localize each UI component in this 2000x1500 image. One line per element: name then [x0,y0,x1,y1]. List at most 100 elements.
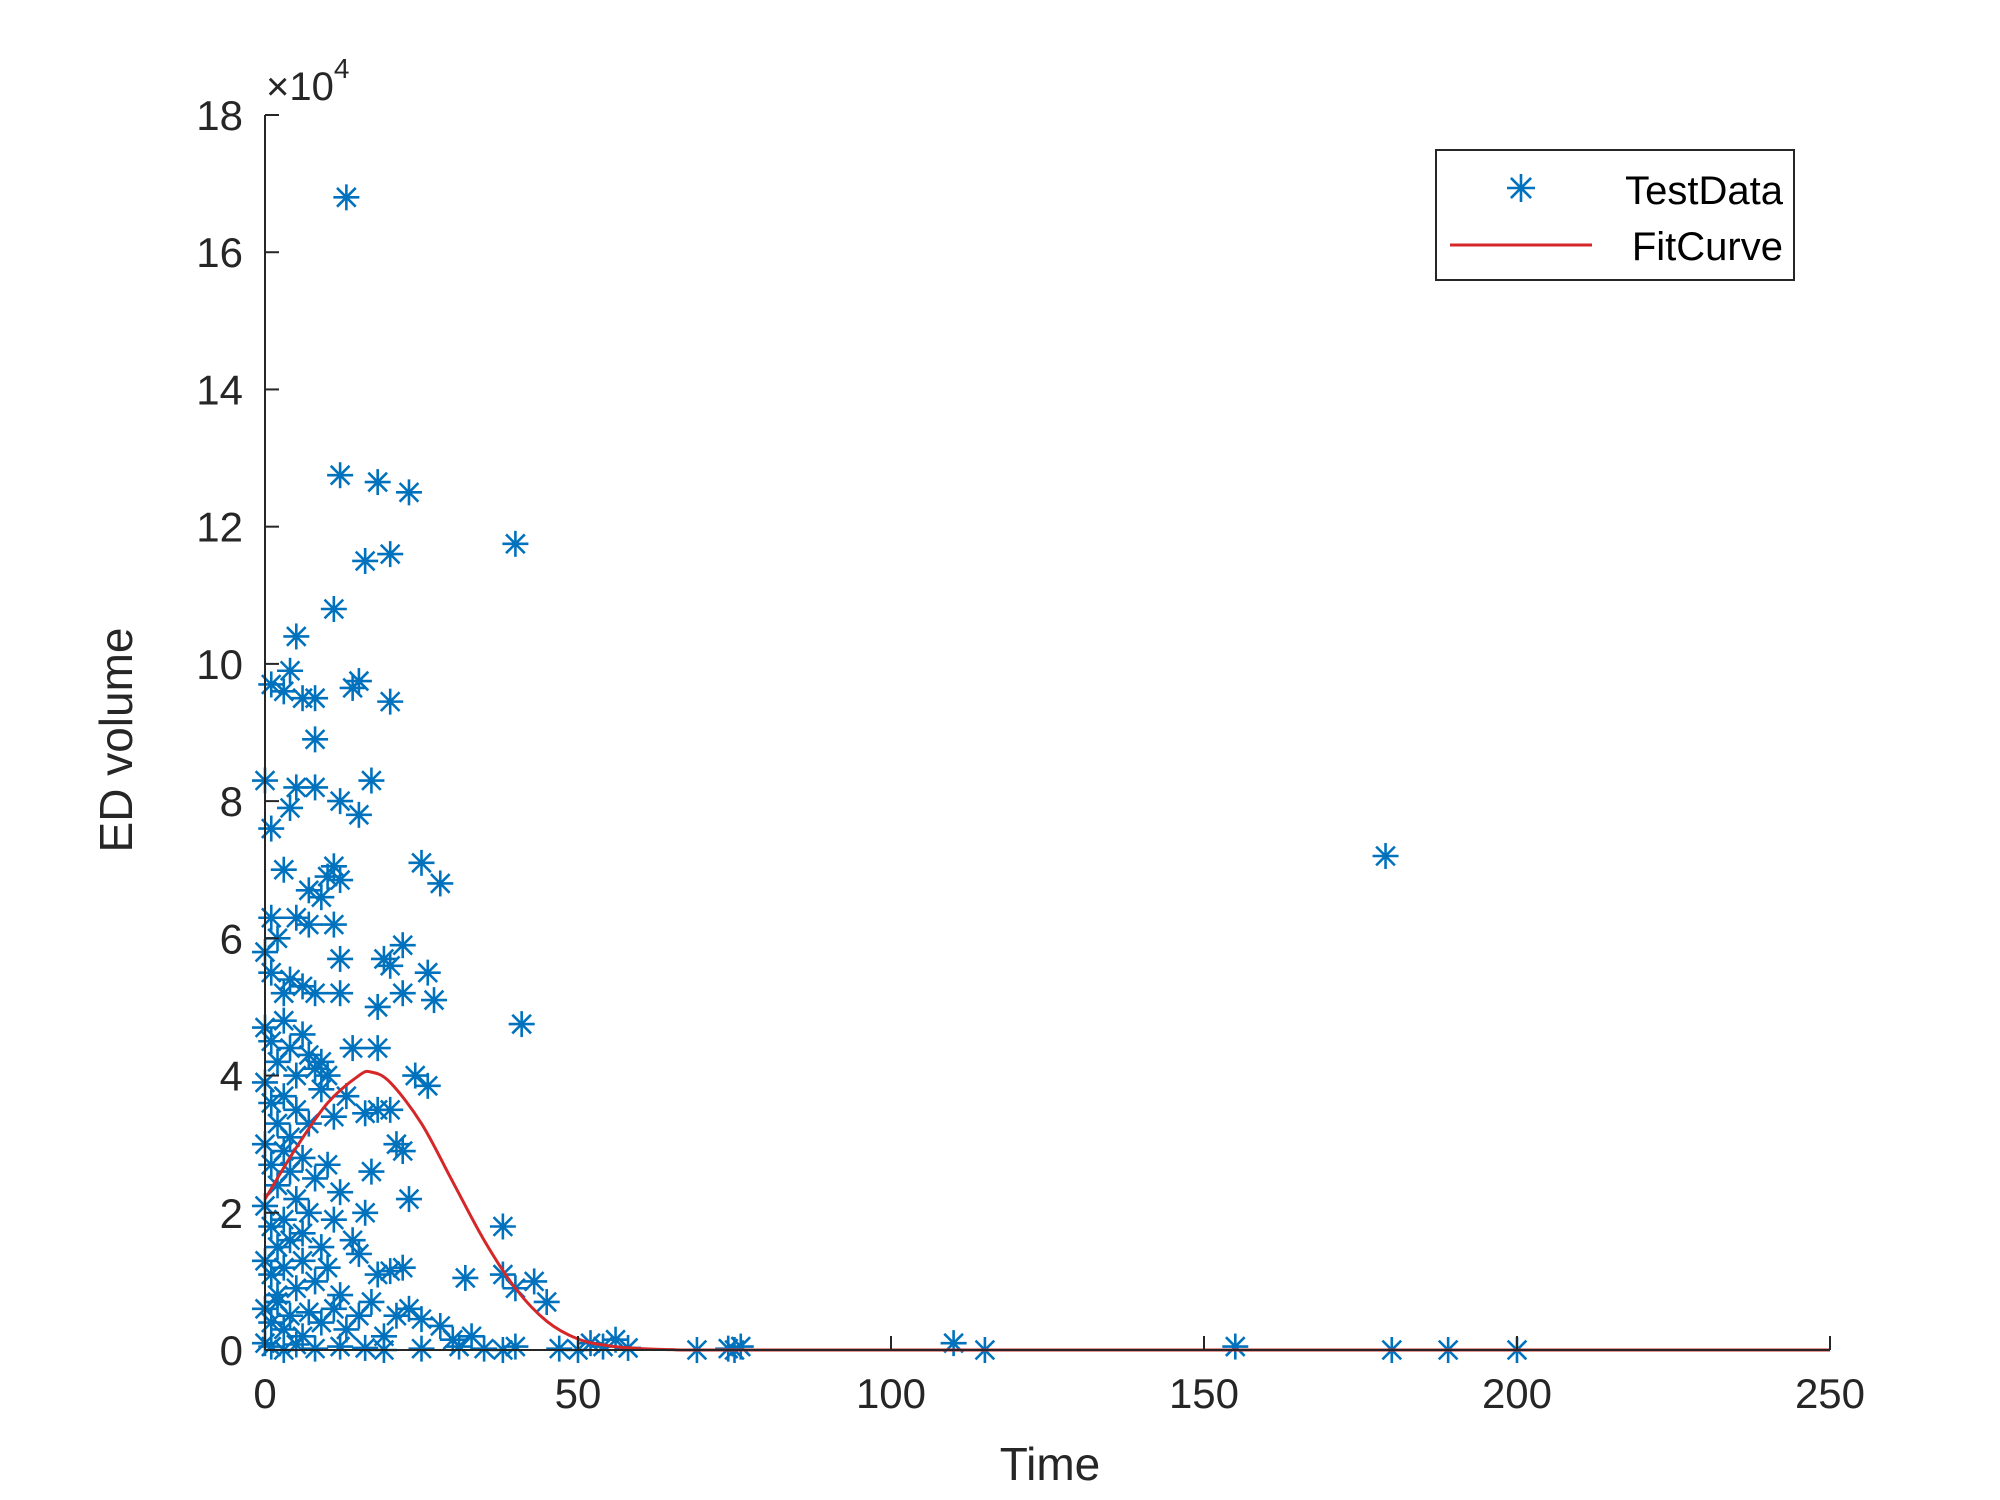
y-tick-label: 4 [220,1053,243,1100]
testdata-point [270,856,297,883]
testdata-point [389,932,416,959]
testdata-point [258,1028,285,1055]
testdata-point [395,1186,422,1213]
testdata-point [320,596,347,622]
y-tick-label: 10 [196,641,243,688]
testdata-point [302,685,329,712]
testdata-point [277,794,304,821]
testdata-point [521,1268,548,1295]
testdata-point [408,849,435,876]
testdata-point [320,1103,347,1130]
testdata-point [427,870,454,897]
testdata-point [489,1213,516,1240]
testdata-point [327,788,354,815]
testdata-point [302,774,329,801]
testdata-point [364,993,391,1020]
testdata-point [352,547,379,574]
testdata-point [345,668,372,695]
testdata-point [277,1302,304,1329]
y-tick-label: 18 [196,92,243,139]
testdata-point [289,1247,316,1274]
testdata-point [333,1083,360,1110]
testdata-point [320,911,347,938]
testdata-point [302,726,329,753]
x-tick-label: 0 [253,1370,276,1417]
testdata-point [289,1220,316,1247]
testdata-point [1372,843,1399,869]
y-tick-label: 16 [196,229,243,276]
testdata-point [421,987,448,1014]
testdata-point [302,1165,329,1192]
y-tick-label: 6 [220,915,243,962]
testdata-point [502,530,529,557]
testdata-point [402,1062,429,1089]
testdata-point [414,1072,441,1099]
testdata-point [283,1062,310,1089]
testdata-point [333,184,360,211]
testdata-point [264,1110,291,1137]
testdata-point [264,1048,291,1075]
y-tick-label: 0 [220,1327,243,1374]
testdata-point [327,945,354,972]
plot-marks [252,184,1830,1363]
y-tick-label: 12 [196,504,243,551]
legend-testdata-label: TestData [1625,169,1784,213]
testdata-point [727,1333,754,1360]
y-tick-label: 8 [220,778,243,825]
y-exponent-base: ×10 [266,65,334,109]
testdata-point [289,1144,316,1171]
legend-testdata-marker-icon [1507,174,1535,202]
testdata-point [358,1158,385,1185]
testdata-point [352,1199,379,1226]
testdata-point [327,867,354,894]
x-tick-label: 100 [856,1370,926,1417]
legend-asterisk [1507,174,1535,202]
testdata-point [377,952,404,979]
x-tick-label: 250 [1795,1370,1865,1417]
testdata-point [270,678,297,705]
testdata-point [345,1240,372,1267]
testdata-point [395,479,422,506]
testdata-point [327,1179,354,1206]
testdata-point [389,980,416,1007]
testdata-point [377,1096,404,1123]
legend: TestData FitCurve [1435,149,1795,281]
testdata-point [314,1254,341,1281]
y-exponent-label: ×104 [266,53,349,109]
y-exponent-power: 4 [334,53,350,84]
testdata-point [508,1011,535,1038]
testdata-point [533,1288,560,1315]
testdata-point [383,1302,410,1329]
testdata-point [270,1007,297,1034]
testdata-point [283,1275,310,1302]
testdata-point [289,1021,316,1048]
testdata-point [295,1299,322,1326]
testdata-point [546,1335,573,1362]
testdata-point [446,1333,473,1360]
testdata-point [277,657,304,684]
testdata-point [389,1138,416,1165]
testdata-point [364,469,391,496]
testdata-point [314,1151,341,1178]
testdata-point [270,1206,297,1233]
x-tick-label: 150 [1169,1370,1239,1417]
testdata-point [414,959,441,986]
testdata-point [377,688,404,715]
testdata-point [320,1206,347,1233]
x-axis-title: Time [1000,1438,1101,1490]
testdata-point [502,1333,529,1360]
testdata-point [339,1035,366,1062]
y-tick-label: 14 [196,366,243,413]
testdata-point [352,1100,379,1127]
testdata-point [1222,1333,1249,1360]
testdata-point [283,1331,310,1358]
legend-fitcurve-label: FitCurve [1632,225,1783,269]
testdata-point [327,1333,354,1360]
testdata-point [258,904,285,931]
testdata-point [352,1334,379,1361]
testdata-point [258,815,285,842]
testdata-point [408,1335,435,1362]
testdata-point [395,1295,422,1322]
testdata-point [283,1096,310,1123]
